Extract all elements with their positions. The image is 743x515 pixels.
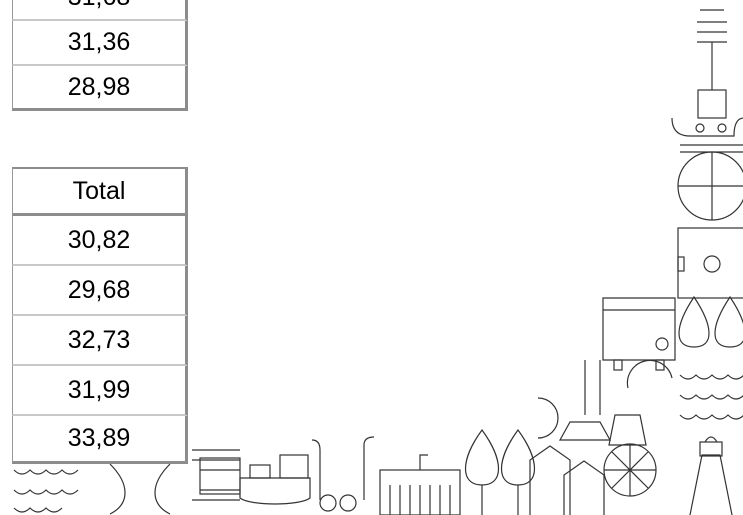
table-cell: 30,82 (12, 216, 188, 266)
table-cell: 28,98 (12, 66, 188, 111)
page: {"tables": [ {"rows": ["31,68", "31,36",… (0, 0, 743, 515)
table-header: Total (12, 167, 188, 216)
table-cell: 32,73 (12, 316, 188, 366)
table-cell: 31,36 (12, 21, 188, 66)
table-cell: 29,68 (12, 266, 188, 316)
table-cell: 33,89 (12, 416, 188, 464)
table-cell: 31,99 (12, 366, 188, 416)
table-cell: 31,68 (12, 0, 188, 21)
